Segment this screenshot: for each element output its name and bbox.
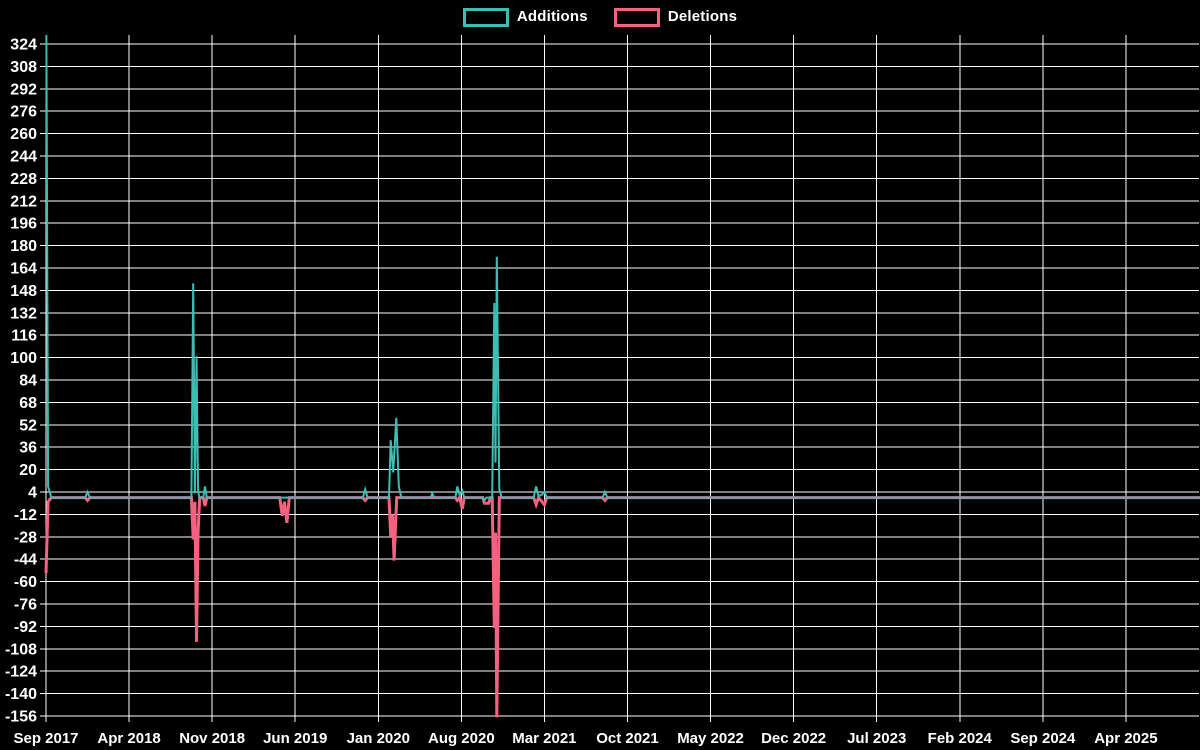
legend-label-deletions: Deletions bbox=[667, 8, 738, 25]
deletions-swatch-icon bbox=[613, 7, 660, 27]
deletions-line bbox=[44, 494, 1200, 718]
x-tick-label: Apr 2018 bbox=[97, 730, 160, 747]
y-tick-label: 36 bbox=[19, 440, 37, 457]
y-tick-label: 212 bbox=[10, 193, 37, 210]
y-tick-label: 292 bbox=[10, 81, 37, 98]
y-tick-label: 324 bbox=[10, 37, 37, 54]
x-tick-label: Jun 2019 bbox=[263, 730, 327, 747]
y-tick-label: 68 bbox=[19, 395, 37, 412]
y-tick-label: -156 bbox=[5, 709, 37, 726]
legend-item-additions[interactable]: Additions bbox=[462, 7, 588, 27]
y-tick-label: 84 bbox=[19, 373, 37, 390]
x-tick-label: Nov 2018 bbox=[179, 730, 245, 747]
y-tick-label: 132 bbox=[10, 305, 37, 322]
legend-item-deletions[interactable]: Deletions bbox=[613, 7, 738, 27]
chart-legend: Additions Deletions bbox=[0, 7, 1200, 27]
y-tick-label: 196 bbox=[10, 216, 37, 233]
y-tick-label: -140 bbox=[5, 686, 37, 703]
x-axis-labels: Sep 2017 Apr 2018 Nov 2018 Jun 2019 Jan 2020… bbox=[13, 730, 1157, 747]
y-tick-label: 260 bbox=[10, 126, 37, 143]
y-tick-label: 228 bbox=[10, 171, 37, 188]
y-tick-label: -108 bbox=[5, 641, 37, 658]
y-tick-label: 20 bbox=[19, 462, 37, 479]
x-tick-label: Sep 2024 bbox=[1010, 730, 1076, 747]
y-tick-label: -60 bbox=[14, 574, 37, 591]
y-tick-label: 308 bbox=[10, 59, 37, 76]
y-tick-label: -76 bbox=[14, 597, 37, 614]
y-tick-label: -44 bbox=[14, 552, 37, 569]
y-tick-label: -92 bbox=[14, 619, 37, 636]
y-tick-label: -124 bbox=[5, 664, 37, 681]
legend-label-additions: Additions bbox=[516, 8, 588, 25]
y-tick-label: 4 bbox=[28, 485, 37, 502]
y-tick-label: 180 bbox=[10, 238, 37, 255]
x-tick-label: May 2022 bbox=[677, 730, 744, 747]
x-tick-label: Dec 2022 bbox=[761, 730, 826, 747]
x-tick-label: Feb 2024 bbox=[928, 730, 993, 747]
y-tick-label: 100 bbox=[10, 350, 37, 367]
additions-line bbox=[45, 35, 1200, 503]
x-tick-label: Oct 2021 bbox=[596, 730, 659, 747]
y-axis-labels: 324 308 292 276 260 244 228 212 196 180 164 148 132 1… bbox=[5, 37, 37, 726]
y-tick-label: 164 bbox=[10, 261, 37, 278]
y-tick-label: 116 bbox=[11, 328, 37, 345]
y-tick-label: 148 bbox=[10, 283, 37, 300]
y-tick-label: 52 bbox=[19, 417, 37, 434]
y-tick-label: -12 bbox=[14, 507, 37, 524]
x-tick-label: Apr 2025 bbox=[1094, 730, 1157, 747]
x-tick-label: Jul 2023 bbox=[847, 730, 906, 747]
y-tick-label: 276 bbox=[10, 104, 37, 121]
x-tick-label: Jan 2020 bbox=[347, 730, 410, 747]
additions-swatch-icon bbox=[462, 7, 509, 27]
x-tick-label: Sep 2017 bbox=[13, 730, 78, 747]
gridlines bbox=[40, 35, 1199, 722]
x-tick-label: Mar 2021 bbox=[512, 730, 576, 747]
x-tick-label: Aug 2020 bbox=[428, 730, 495, 747]
y-tick-label: 244 bbox=[10, 149, 37, 166]
y-tick-label: -28 bbox=[14, 529, 37, 546]
